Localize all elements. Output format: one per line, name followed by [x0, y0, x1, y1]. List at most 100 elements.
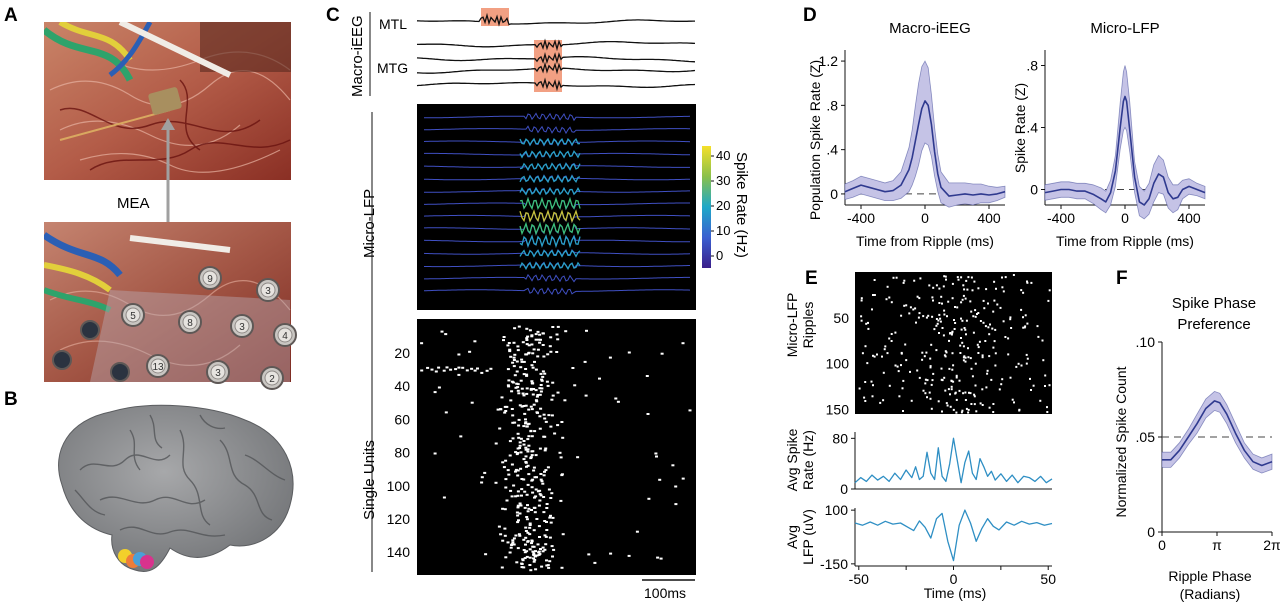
unit-spike [598, 377, 601, 380]
unit-spike [523, 506, 527, 509]
unit-spike [504, 410, 508, 412]
unit-spike [544, 420, 548, 423]
ripple-spike [983, 307, 986, 310]
unit-spike [517, 418, 521, 421]
ripple-spike [955, 398, 958, 401]
unit-spike [444, 333, 448, 336]
lfp-burst [519, 137, 581, 147]
unit-spike [480, 371, 484, 374]
ripple-spike [930, 383, 933, 386]
ripple-spike [950, 385, 953, 388]
unit-spike [532, 348, 536, 351]
ripple-spike [886, 285, 889, 288]
ripple-spike [915, 321, 917, 324]
ripple-spike [927, 314, 930, 317]
unit-spike [528, 522, 532, 525]
ripple-spike [960, 301, 963, 304]
ripple-spike [962, 356, 965, 359]
unit-spike [444, 411, 448, 414]
lfp-traces [423, 112, 691, 296]
unit-spike [516, 349, 520, 352]
ripple-spike [954, 322, 957, 324]
ripple-spike [933, 328, 936, 331]
ripple-spike [931, 315, 934, 318]
unit-spike [531, 382, 535, 385]
unit-spike [505, 499, 509, 502]
ripple-spike [950, 380, 953, 383]
ripple-spike [1015, 365, 1018, 368]
ripple-spike [947, 388, 950, 391]
unit-spike [531, 352, 535, 355]
unit-spike [576, 456, 580, 459]
unit-spike [536, 543, 540, 546]
unit-spike [505, 405, 509, 408]
raster-background [855, 272, 1052, 414]
ripple-spike [890, 333, 893, 335]
ripple-spike [940, 295, 943, 298]
unit-spike [547, 414, 551, 417]
unit-spike [508, 350, 512, 353]
y-tick-label: .4 [1026, 120, 1038, 136]
mtl-label: MTL [379, 16, 407, 32]
unit-spike [524, 418, 527, 421]
ripple-spike [931, 296, 934, 299]
ripple-spike [1007, 337, 1010, 340]
unit-spike [535, 554, 539, 557]
x-axis-label: Time from Ripple (ms) [1056, 233, 1194, 249]
unit-spike [537, 504, 541, 507]
unit-spike [518, 502, 522, 505]
ripple-spike [967, 347, 969, 350]
unit-spike [513, 374, 517, 377]
colorbar-tick: 40 [716, 148, 730, 163]
ripple-spike [954, 391, 957, 394]
ripple-spike [1004, 336, 1007, 338]
macro-ieeg-label: Macro-iEEG [349, 15, 366, 97]
single-units-raster [417, 319, 696, 575]
unit-spike [530, 343, 534, 346]
ripple-spike [867, 321, 869, 324]
unit-spike [535, 400, 539, 403]
unit-spike [507, 342, 511, 344]
ripple-spike [930, 343, 933, 346]
ripple-spike [999, 306, 1002, 309]
ripple-spike [967, 356, 970, 359]
unit-spike [546, 353, 550, 356]
unit-spike [540, 565, 544, 568]
ripple-spike [926, 379, 929, 382]
ripple-spike [943, 313, 946, 316]
ripple-spike [860, 299, 863, 302]
unit-spike [457, 373, 461, 376]
unit-spike [522, 566, 526, 569]
unit-spike [516, 474, 520, 477]
ripple-spike [901, 387, 904, 390]
unit-spike [426, 366, 430, 369]
ripple-spike [995, 287, 997, 290]
ripple-spike [1007, 353, 1010, 356]
unit-spike [503, 534, 507, 537]
electrode-contact: 4 [273, 323, 297, 347]
ripple-spike [969, 392, 972, 395]
unit-spike [532, 388, 536, 390]
ripple-spike [949, 393, 951, 396]
unit-spike [555, 351, 559, 353]
unit-spike [551, 516, 555, 519]
unit-spike [560, 474, 564, 477]
unit-spike [525, 353, 529, 356]
unit-spike [476, 367, 479, 370]
ripple-spike [881, 355, 883, 358]
unit-spike [525, 343, 529, 346]
lfp-burst [519, 261, 581, 271]
ripple-spike [903, 304, 906, 307]
unit-spike [549, 521, 553, 524]
y-tick-label: .8 [826, 97, 838, 113]
ripple-spike [973, 395, 976, 398]
unit-spike [550, 414, 554, 417]
ripple-spike [963, 327, 966, 329]
ripple-spike [988, 406, 991, 409]
chart-spike-phase: 0 π 2π 0 .05 .10 Spike Phase Preference Ripple P… [1113, 295, 1280, 602]
series-line [854, 437, 1053, 484]
unit-spike [528, 524, 532, 526]
single-units-label: Single Units [361, 440, 378, 520]
unit-spike [536, 330, 540, 333]
ripple-spike [990, 378, 993, 381]
